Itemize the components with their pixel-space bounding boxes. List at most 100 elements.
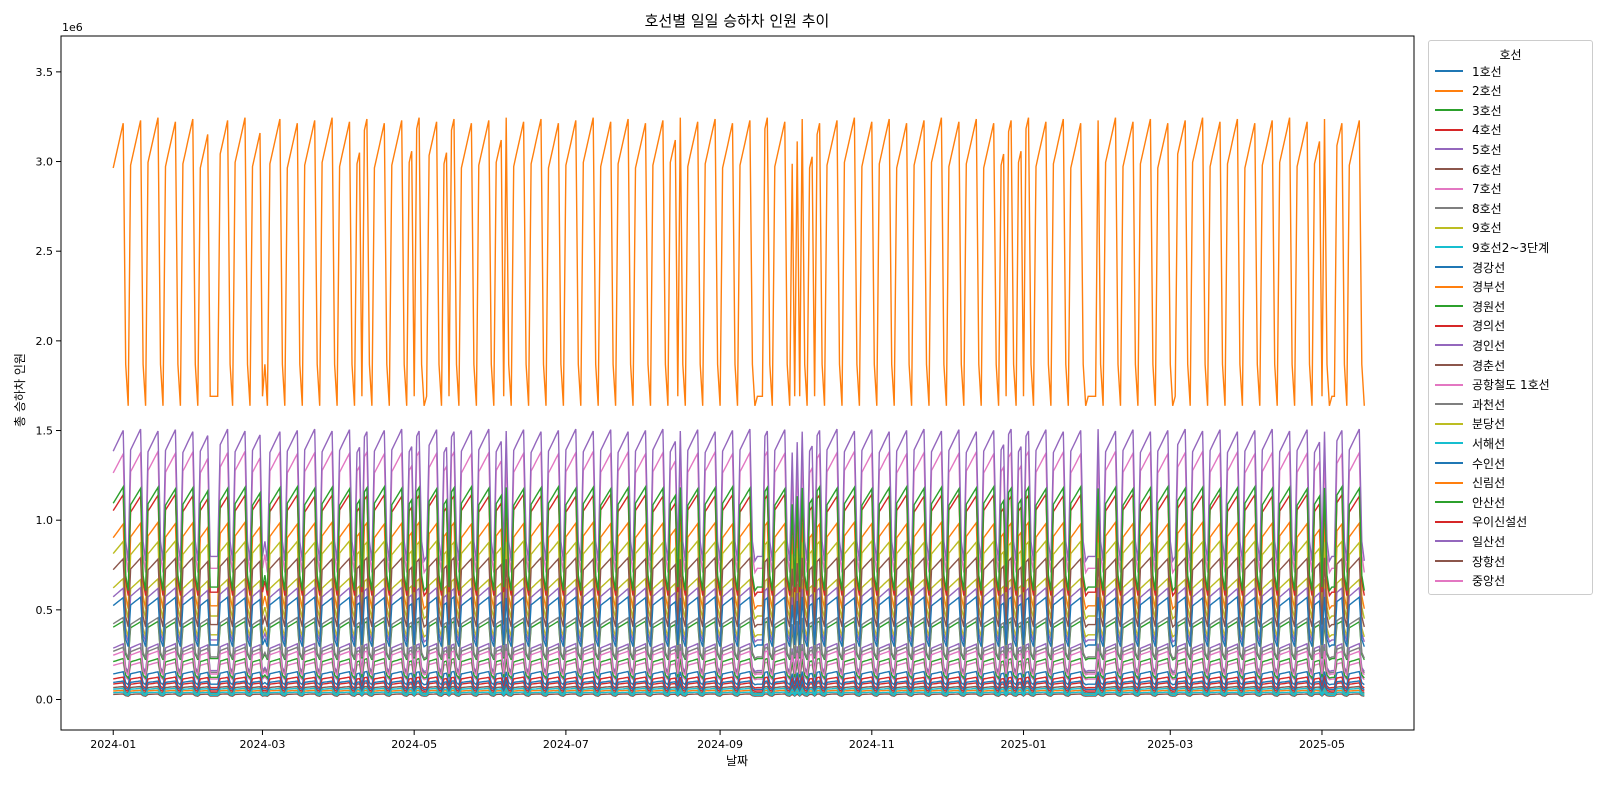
y-tick-label: 2.0	[36, 335, 54, 348]
legend-swatch	[1435, 579, 1463, 582]
legend-item: 7호선	[1435, 181, 1502, 197]
legend-item: 우이신설선	[1435, 514, 1527, 530]
legend-item: 경의선	[1435, 318, 1505, 334]
legend-item: 경강선	[1435, 259, 1505, 275]
legend-label: 9호선	[1472, 221, 1502, 236]
y-tick-label: 0.5	[36, 604, 54, 617]
legend-item: 중앙선	[1435, 573, 1505, 589]
legend-item: 2호선	[1435, 83, 1502, 99]
x-tick-label: 2024-09	[697, 738, 743, 751]
series-line	[112, 556, 1365, 629]
legend-swatch	[1435, 246, 1463, 249]
legend-label: 경인선	[1472, 338, 1506, 353]
legend-swatch	[1435, 128, 1463, 131]
y-tick-label: 1.5	[36, 425, 54, 438]
legend-label: 수인선	[1472, 456, 1506, 471]
legend-swatch	[1435, 226, 1463, 229]
y-axis-label: 총 승하차 인원	[13, 353, 27, 427]
legend-swatch	[1435, 442, 1463, 445]
axis-ticks: 2024-01 2024-03 2024-05 2024-07 2024-09 2024-…	[36, 66, 1345, 751]
legend-swatch	[1435, 305, 1463, 308]
x-tick-label: 2024-05	[391, 738, 437, 751]
legend-swatch	[1435, 560, 1463, 562]
legend-label: 일산선	[1472, 534, 1506, 549]
legend-label: 중앙선	[1472, 574, 1506, 589]
series-line	[112, 428, 1365, 564]
series-line	[112, 616, 1365, 660]
legend-label: 경부선	[1472, 280, 1506, 295]
legend-swatch	[1435, 344, 1463, 347]
legend-item: 일산선	[1435, 533, 1505, 549]
legend-swatch	[1435, 187, 1463, 190]
legend-item: 6호선	[1435, 161, 1502, 177]
legend-item: 과천선	[1435, 396, 1505, 412]
legend-swatch	[1435, 109, 1463, 112]
series-line	[112, 117, 1365, 406]
x-tick-label: 2025-01	[1001, 738, 1047, 751]
legend-swatch	[1435, 462, 1463, 464]
legend-label: 우이신설선	[1472, 515, 1528, 530]
plot-frame	[60, 35, 1415, 731]
legend-label: 분당선	[1472, 417, 1506, 432]
y-tick-label: 1.0	[36, 514, 54, 527]
x-axis-label: 날짜	[726, 754, 748, 768]
legend-item: 경인선	[1435, 337, 1505, 353]
legend-label: 경원선	[1472, 299, 1506, 314]
legend-swatch	[1435, 148, 1463, 151]
legend-item: 경춘선	[1435, 357, 1505, 373]
legend-swatch	[1435, 207, 1463, 210]
chart-title: 호선별 일일 승하차 인원 추이	[645, 12, 830, 30]
y-tick-label: 2.5	[36, 245, 54, 258]
legend-label: 공항철도 1호선	[1472, 378, 1550, 393]
legend-label: 2호선	[1472, 84, 1502, 99]
legend-title: 호선	[1499, 48, 1522, 62]
legend-item: 수인선	[1435, 455, 1505, 471]
legend-swatch	[1435, 422, 1463, 425]
legend-item: 신림선	[1435, 475, 1505, 491]
legend-label: 장항선	[1472, 554, 1506, 569]
series-line	[113, 686, 1365, 696]
legend-item: 서해선	[1435, 435, 1505, 451]
legend-label: 경강선	[1472, 260, 1506, 275]
legend-swatch	[1435, 383, 1463, 386]
y-tick-label: 3.0	[36, 156, 54, 169]
legend-item: 공항철도 1호선	[1435, 377, 1550, 393]
legend-swatch	[1435, 168, 1463, 170]
legend-label: 9호선2~3단계	[1472, 240, 1550, 255]
y-tick-label: 3.5	[36, 66, 54, 79]
legend-swatch	[1435, 520, 1463, 523]
series-line	[113, 670, 1365, 686]
y-scale-label: 1e6	[62, 21, 83, 34]
legend-item: 안산선	[1435, 494, 1505, 510]
legend-label: 1호선	[1472, 64, 1502, 79]
legend-swatch	[1435, 501, 1463, 504]
legend-label: 7호선	[1472, 182, 1502, 197]
x-tick-label: 2024-03	[239, 738, 285, 751]
y-tick-label: 0.0	[36, 694, 54, 707]
legend-swatch	[1435, 266, 1463, 268]
legend-swatch	[1435, 364, 1463, 366]
legend-swatch	[1435, 89, 1463, 92]
x-tick-label: 2025-05	[1299, 738, 1345, 751]
legend-swatch	[1435, 324, 1463, 327]
legend-item: 3호선	[1435, 102, 1502, 118]
legend-label: 6호선	[1472, 162, 1502, 177]
legend-swatch	[1435, 285, 1463, 288]
series-line	[112, 484, 1365, 593]
legend-label: 4호선	[1472, 123, 1502, 138]
legend-item: 8호선	[1435, 200, 1502, 216]
legend-item: 9호선	[1435, 220, 1502, 236]
legend-item: 분당선	[1435, 416, 1505, 432]
legend-item: 장항선	[1435, 553, 1505, 569]
legend-item: 1호선	[1435, 63, 1502, 79]
x-tick-label: 2024-07	[543, 738, 589, 751]
series-line	[113, 678, 1365, 692]
legend-item: 9호선2~3단계	[1435, 239, 1549, 255]
legend-label: 5호선	[1472, 142, 1502, 157]
legend-label: 8호선	[1472, 201, 1502, 216]
legend-label: 서해선	[1472, 436, 1506, 451]
legend-label: 안산선	[1472, 495, 1506, 510]
legend-swatch	[1435, 481, 1463, 484]
